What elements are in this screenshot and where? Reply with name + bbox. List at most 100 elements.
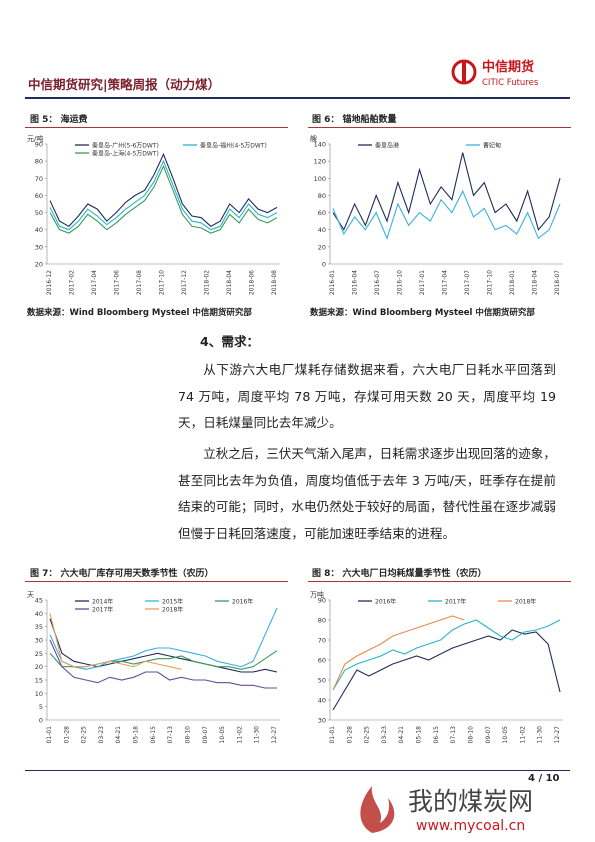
y-tick-label: 40 [318,226,326,234]
legend-label: 秦皇岛-上海(4-5万DWT) [92,150,159,158]
y-tick-label: 60 [318,657,326,665]
rule [308,127,571,128]
rule [25,581,288,582]
y-tick-label: 100 [314,175,326,183]
y-tick-label: 30 [35,637,43,645]
series-line [49,618,278,673]
x-tick-label: 06-15 [150,726,157,744]
y-tick-label: 25 [35,650,43,658]
x-tick-label: 2018-08 [271,270,278,295]
x-tick-label: 2017-01 [419,270,426,295]
logo-mark [462,61,466,83]
x-tick-label: 2017-10 [159,270,166,295]
figure-title: 图 5： 海运费 [30,115,88,125]
x-tick-label: 2017-07 [464,270,471,295]
y-tick-label: 50 [35,209,43,217]
x-tick-label: 2016-10 [397,270,404,295]
header-title: 中信期货研究|策略周报（动力煤） [28,77,221,92]
x-tick-label: 01-28 [63,726,70,744]
chart: 艘 0 20 40 60 80 100 120 140 2016-01 2016-04 2016-07… [310,134,563,295]
figure-title: 图 8： 六大电厂日均耗煤量季节性（农历） [312,569,487,579]
y-tick-label: 5 [39,703,43,711]
x-tick-label: 03-23 [381,726,388,744]
y-tick-label: 80 [318,617,326,625]
section-heading: 4、需求： [200,334,260,349]
y-tick-label: 15 [35,677,43,685]
y-tick-label: 40 [318,697,326,705]
y-tick-label: 80 [35,158,43,166]
footer-rule [25,770,570,771]
rule [308,581,571,582]
watermark-logo [360,786,395,833]
y-tick-label: 30 [35,243,43,251]
series-line [49,164,278,234]
y-tick-label: 40 [35,226,43,234]
y-tick-label: 45 [35,597,43,605]
y-tick-label: 90 [318,597,326,605]
paragraph: 立秋之后，三伏天气渐入尾声，日耗需求逐步出现回落的迹象，甚至同比去年为负值，周度… [178,446,556,541]
series-line [332,615,465,691]
y-tick-label: 70 [35,175,43,183]
series-line [49,639,277,689]
x-tick-label: 2018-04 [226,270,233,295]
figure-title: 图 6： 锚地船舶数量 [312,115,397,125]
legend-label: 秦皇岛-广州(5-6万DWT) [92,142,159,150]
x-tick-label: 2018-02 [204,270,211,295]
x-tick-label: 10-05 [502,726,509,744]
x-tick-label: 2017-08 [136,270,143,295]
series-line [332,619,561,691]
y-unit: 元/吨 [27,134,43,143]
x-tick-label: 07-13 [167,726,174,744]
x-tick-label: 11-30 [537,726,544,744]
x-tick-label: 07-13 [450,726,457,744]
x-tick-label: 08-10 [184,726,191,744]
series-line [332,189,561,240]
page-number: 4 / 10 [528,773,560,784]
x-tick-label: 2017-12 [181,270,188,295]
legend-label: 2015年 [162,598,183,606]
x-tick-label: 2017-06 [114,270,121,295]
x-tick-label: 04-21 [398,726,405,744]
legend-label: 秦皇岛-福州(4-5万DWT) [200,142,267,150]
x-tick-label: 02-25 [364,726,371,744]
source: 数据来源：Wind Bloomberg Mysteel 中信期货研究部 [310,308,535,318]
series-line [332,629,561,711]
y-tick-label: 140 [314,141,326,149]
watermark-name: 我的煤炭网 [408,787,533,816]
x-tick-label: 01-28 [346,726,353,744]
x-tick-label: 2016-12 [46,270,53,295]
y-unit: 艘 [310,134,317,143]
x-tick-label: 10-05 [219,726,226,744]
rule [25,127,288,128]
x-tick-label: 03-23 [98,726,105,744]
x-tick-label: 2016-04 [352,270,359,295]
legend-label: 2017年 [445,598,466,606]
x-tick-label: 01-01 [329,726,336,744]
logo-cn: 中信期货 [482,59,534,75]
series-line [49,152,278,227]
y-tick-label: 10 [35,690,43,698]
x-tick-label: 08-10 [467,726,474,744]
chart: 万吨 30 40 50 60 70 80 90 01-01 01-28 02-25 03-23 04-2… [310,590,563,744]
y-tick-label: 40 [35,610,43,618]
x-tick-label: 11-30 [254,726,261,744]
legend-label: 秦皇岛港 [375,142,399,150]
series-line [332,152,561,231]
y-tick-label: 0 [322,261,326,269]
y-tick-label: 80 [318,192,326,200]
y-tick-label: 20 [35,261,43,269]
x-tick-label: 2018-07 [554,270,561,295]
series-line [49,607,278,670]
x-tick-label: 2017-04 [442,270,449,295]
x-tick-label: 09-07 [202,726,209,744]
x-tick-label: 2016-07 [374,270,381,295]
y-tick-label: 20 [35,663,43,671]
logo-en: CITIC Futures [482,78,539,88]
x-tick-label: 04-21 [115,726,122,744]
header-rule [25,97,570,99]
figure-title: 图 7： 六大电厂库存可用天数季节性（农历） [30,569,214,579]
legend-label: 2016年 [375,598,396,606]
y-tick-label: 60 [318,209,326,217]
legend-label: 2016年 [232,598,253,606]
